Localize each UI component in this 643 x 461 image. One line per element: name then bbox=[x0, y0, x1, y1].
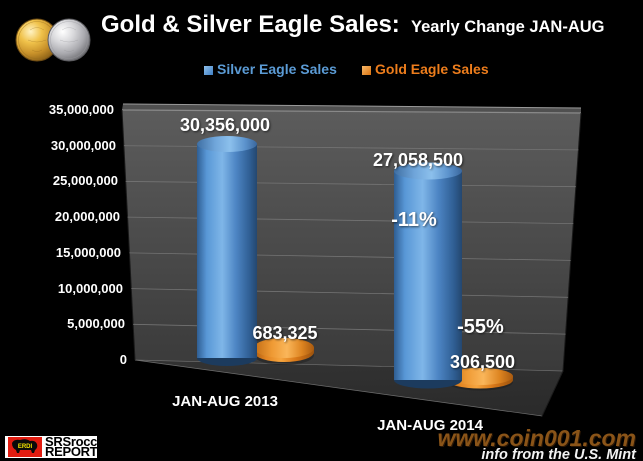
svg-text:ERDI: ERDI bbox=[18, 444, 33, 450]
